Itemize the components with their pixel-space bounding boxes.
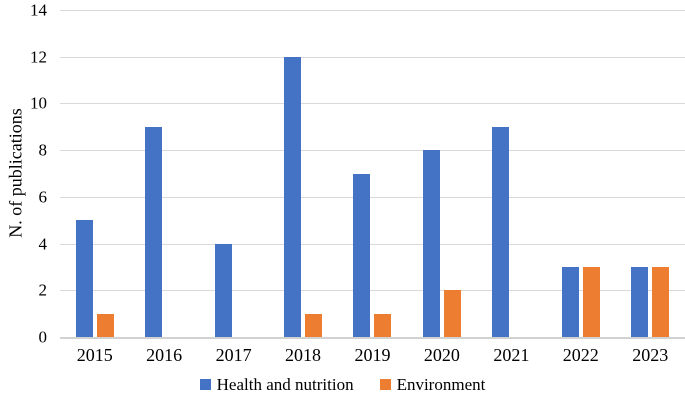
x-tick-label-2020: 2020 (423, 345, 460, 365)
gridline-14 (60, 10, 685, 11)
category-group-2015 (60, 10, 129, 337)
x-axis-labels: 2015 2016 2017 2018 2019 2020 2021 2022 2023 (60, 345, 685, 367)
bar-health-and-nutrition-2022 (561, 266, 579, 337)
bar-environment-2019 (374, 313, 392, 337)
y-tick-label-2: 2 (38, 280, 48, 300)
bar-environment-2018 (305, 313, 323, 337)
y-tick-label-14: 14 (30, 0, 47, 20)
bar-health-and-nutrition-2016 (145, 126, 163, 337)
bar-health-and-nutrition-2018 (284, 56, 302, 337)
gridline-10 (60, 103, 685, 105)
y-tick-label-8: 8 (38, 140, 48, 160)
x-tick-label-2023: 2023 (632, 345, 669, 365)
gridline-12 (60, 56, 685, 58)
y-tick-label-12: 12 (30, 47, 47, 67)
bar-environment-2023 (652, 266, 670, 337)
bar-environment-2020 (443, 290, 461, 337)
category-group-2019 (338, 10, 407, 337)
gridline-8 (60, 150, 685, 152)
y-axis-title: N. of publications (5, 108, 26, 238)
bar-health-and-nutrition-2020 (422, 150, 440, 337)
gridline-2 (60, 290, 685, 292)
category-group-2018 (268, 10, 337, 337)
bar-health-and-nutrition-2015 (75, 220, 93, 337)
legend-label: Health and nutrition (216, 374, 354, 394)
legend-label: Environment (396, 374, 486, 394)
legend-item-health-and-nutrition: Health and nutrition (199, 374, 354, 394)
bar-health-and-nutrition-2017 (214, 243, 232, 337)
category-group-2022 (546, 10, 615, 337)
x-tick-label-2017: 2017 (215, 345, 252, 365)
y-tick-label-6: 6 (38, 187, 48, 207)
x-tick-label-2018: 2018 (285, 345, 322, 365)
plot-area (60, 10, 685, 337)
bar-health-and-nutrition-2019 (353, 173, 371, 337)
legend-swatch-icon (199, 379, 211, 390)
y-tick-label-10: 10 (30, 93, 47, 113)
category-group-2021 (477, 10, 546, 337)
y-tick-label-4: 4 (38, 234, 48, 254)
legend: Health and nutrition Environment (0, 372, 685, 396)
category-group-2017 (199, 10, 268, 337)
legend-item-environment: Environment (379, 374, 486, 394)
x-tick-label-2015: 2015 (76, 345, 113, 365)
bar-environment-2015 (96, 313, 114, 337)
category-group-2023 (616, 10, 685, 337)
category-group-2020 (407, 10, 476, 337)
x-tick-label-2021: 2021 (493, 345, 530, 365)
bar-health-and-nutrition-2023 (631, 266, 649, 337)
x-tick-label-2016: 2016 (146, 345, 183, 365)
bar-environment-2022 (582, 266, 600, 337)
x-axis-line (60, 337, 685, 339)
gridline-6 (60, 196, 685, 198)
legend-swatch-icon (379, 379, 391, 390)
y-tick-label-0: 0 (38, 327, 48, 347)
x-tick-label-2019: 2019 (354, 345, 391, 365)
category-group-2016 (129, 10, 198, 337)
x-tick-label-2022: 2022 (562, 345, 599, 365)
gridline-4 (60, 243, 685, 245)
bar-health-and-nutrition-2021 (492, 126, 510, 337)
